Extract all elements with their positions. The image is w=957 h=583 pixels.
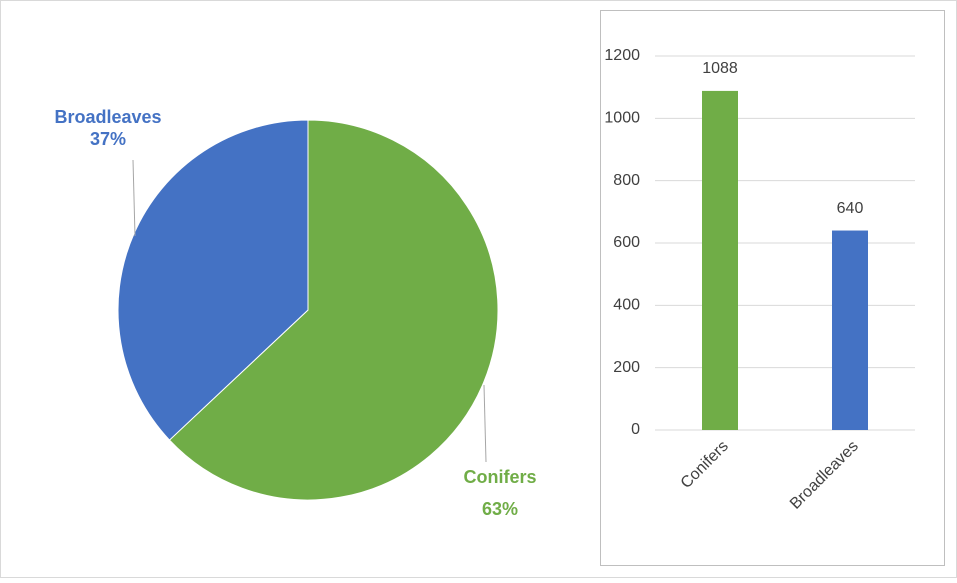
leader-line xyxy=(483,384,487,463)
y-tick-label: 1200 xyxy=(604,47,640,64)
leader-line xyxy=(132,159,136,237)
y-tick-label: 600 xyxy=(613,234,640,251)
slice-percent: 63% xyxy=(482,499,518,519)
data-label: 640 xyxy=(837,200,864,217)
pie-slice xyxy=(168,119,499,501)
y-tick-label: 200 xyxy=(613,359,640,376)
bar xyxy=(702,90,738,430)
y-tick-label: 0 xyxy=(631,421,640,438)
y-tick-label: 1000 xyxy=(604,110,640,127)
slice-label: Conifers xyxy=(463,467,536,487)
slice-percent: 37% xyxy=(90,129,126,149)
y-tick-label: 400 xyxy=(613,297,640,314)
y-tick-label: 800 xyxy=(613,172,640,189)
bar xyxy=(832,230,868,430)
slice-label: Broadleaves xyxy=(54,107,161,127)
data-label: 1088 xyxy=(702,60,738,77)
pie-slice xyxy=(117,119,309,441)
bar-chart-frame xyxy=(600,10,945,566)
